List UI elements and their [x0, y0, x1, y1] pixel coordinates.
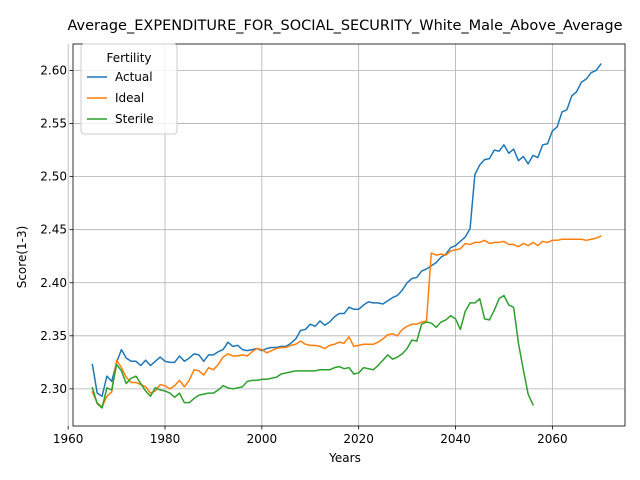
legend-box [80, 43, 178, 135]
x-tick-label: 2020 [343, 432, 374, 446]
grid-lines [67, 44, 625, 426]
x-axis: 1960 1980 2000 2020 2040 2060 [53, 426, 568, 446]
x-tick-label: 2000 [247, 432, 278, 446]
chart-title: Average_EXPENDITURE_FOR_SOCIAL_SECURITY_… [67, 18, 622, 34]
y-tick-label: 2.55 [40, 117, 67, 131]
x-tick-label: 2040 [440, 432, 471, 446]
series-layer [91, 63, 602, 409]
x-axis-label: Years [328, 451, 361, 465]
legend-label-ideal: Ideal [115, 91, 144, 105]
x-tick-label: 1980 [150, 432, 181, 446]
series-line-actual [91, 63, 602, 398]
legend-entries: Actual Ideal Sterile [87, 70, 154, 126]
y-tick-label: 2.60 [40, 64, 67, 78]
y-tick-label: 2.40 [40, 276, 67, 290]
series-line-ideal [91, 235, 602, 408]
legend: Fertility Actual Ideal Sterile [80, 43, 178, 135]
x-tick-label: 1960 [53, 432, 84, 446]
y-tick-label: 2.30 [40, 382, 67, 396]
plot-area [72, 43, 626, 427]
y-axis: 2.30 2.35 2.40 2.45 2.50 2.55 2.60 [40, 64, 73, 396]
x-tick-label: 2060 [537, 432, 568, 446]
legend-title: Fertility [106, 51, 151, 65]
y-tick-label: 2.35 [40, 329, 67, 343]
legend-label-sterile: Sterile [115, 112, 154, 126]
y-tick-label: 2.45 [40, 223, 67, 237]
series-line-sterile [91, 294, 534, 409]
y-axis-label: Score(1-3) [15, 226, 29, 289]
legend-label-actual: Actual [115, 70, 153, 84]
y-tick-label: 2.50 [40, 170, 67, 184]
